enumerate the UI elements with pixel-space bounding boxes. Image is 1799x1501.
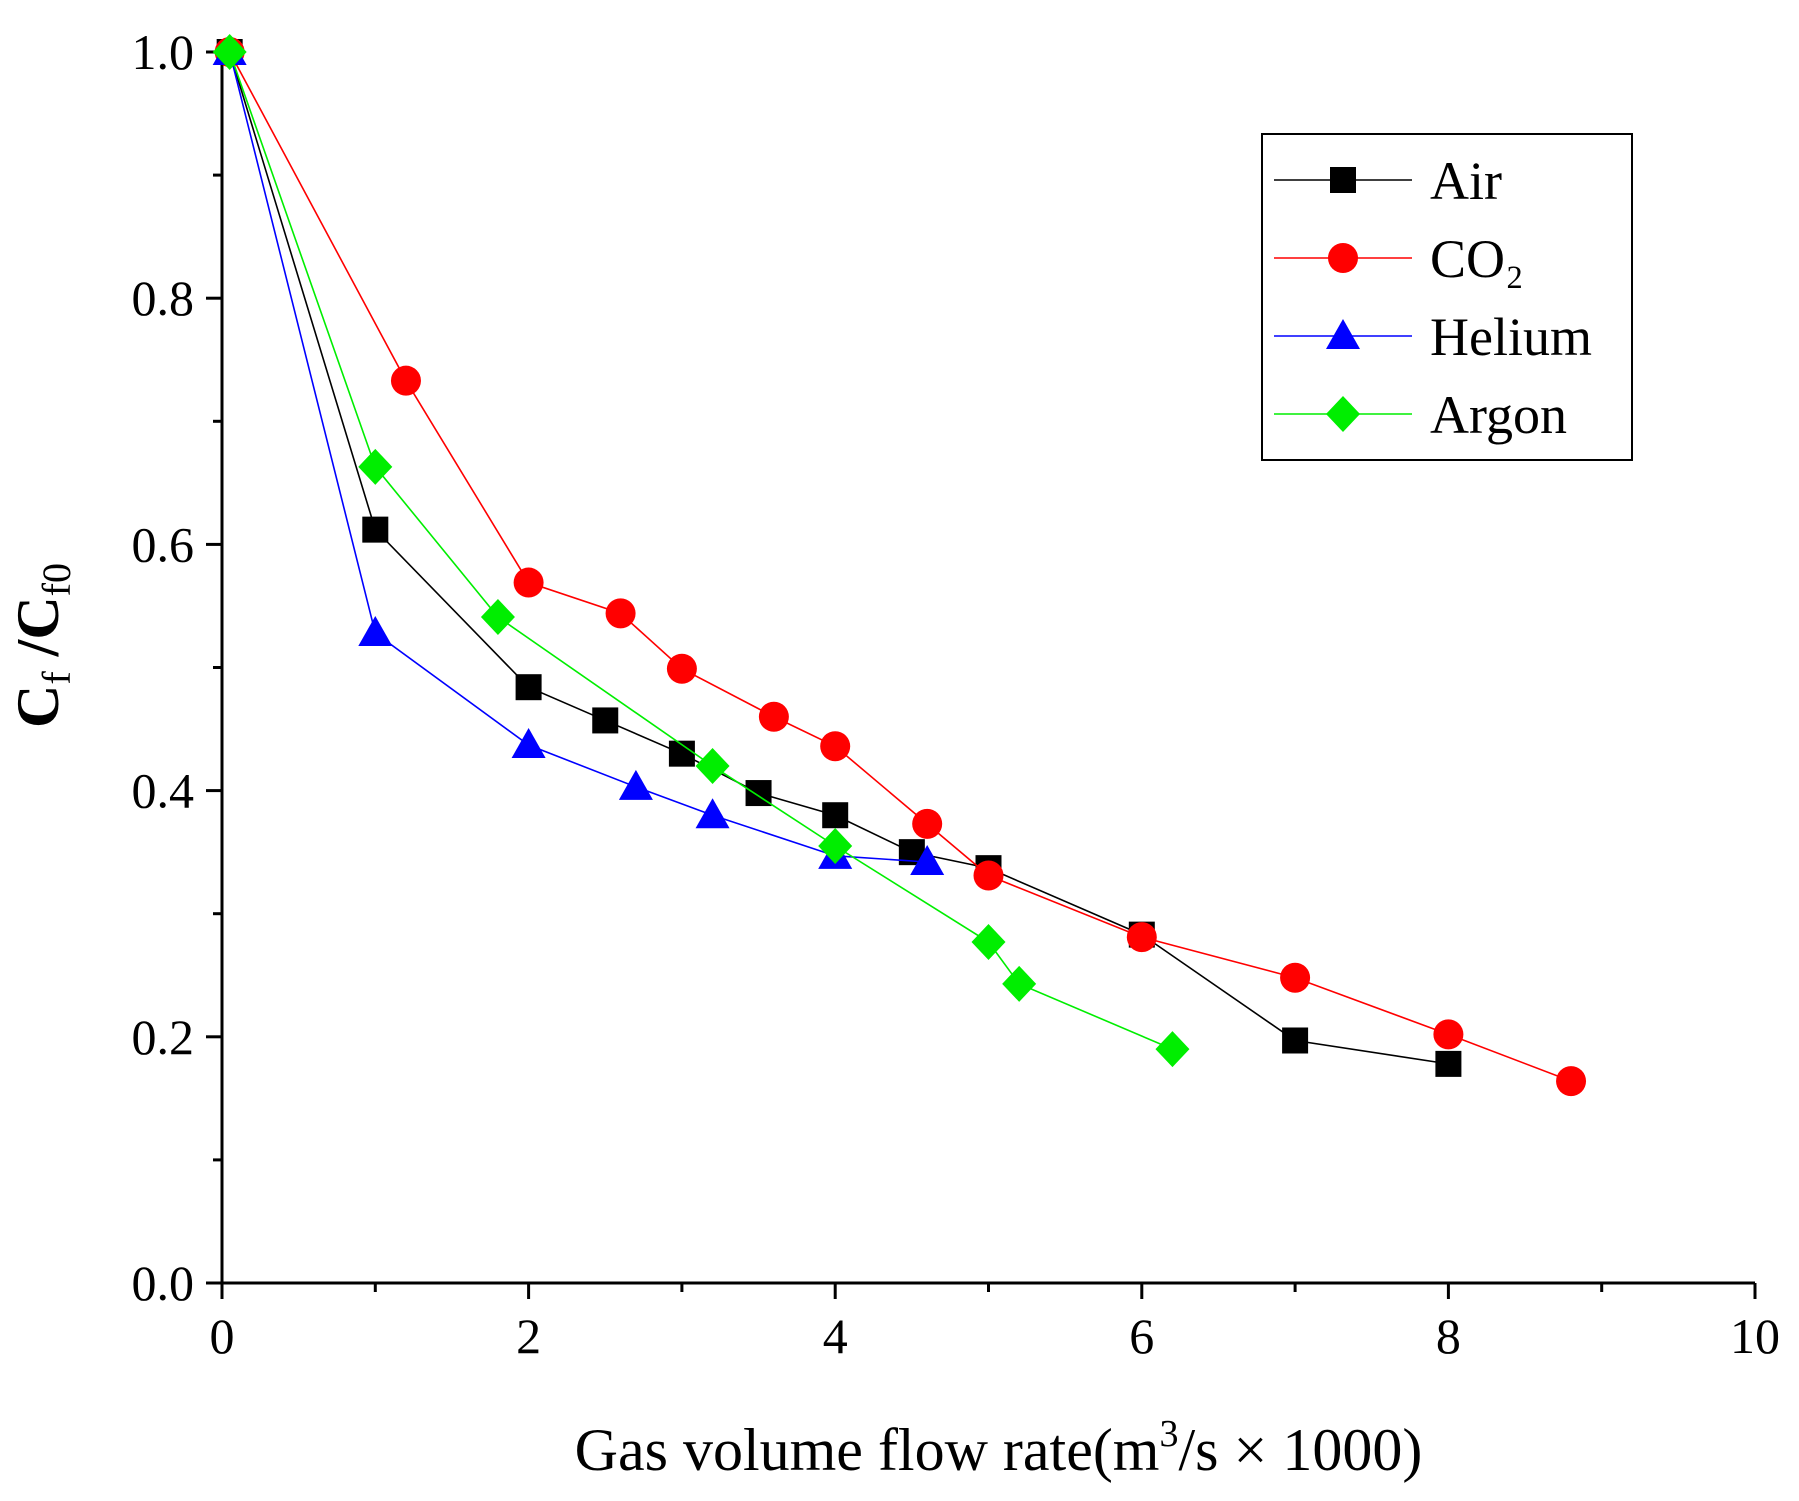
legend-marker [1328, 243, 1358, 273]
legend-item-co: CO₂ [1274, 229, 1524, 289]
data-point-co [912, 808, 943, 839]
data-point-helium [358, 616, 393, 647]
series-group [212, 34, 1587, 1097]
legend-item-helium: Helium [1274, 307, 1592, 367]
x-axis-title-prefix: Gas volume flow rate(m [575, 1417, 1160, 1483]
data-point-argon [971, 924, 1006, 961]
legend-item-air: Air [1274, 151, 1502, 211]
x-axis-title-suffix: /s × 1000) [1178, 1417, 1422, 1483]
y-tick-label: 0.4 [132, 763, 195, 819]
y-tick-label: 0.0 [132, 1255, 195, 1311]
data-point-argon [358, 448, 393, 485]
x-tick-label: 8 [1436, 1308, 1461, 1364]
data-point-argon [818, 827, 853, 864]
data-point-co [973, 860, 1004, 891]
data-point-argon [1155, 1031, 1190, 1068]
x-axis-title-superscript: 3 [1159, 1413, 1178, 1455]
data-point-air [592, 707, 619, 734]
data-point-co [605, 598, 636, 629]
x-tick-label: 10 [1730, 1308, 1780, 1364]
data-point-co [758, 701, 789, 732]
y-axis-title-sub1: f [34, 671, 79, 685]
axes: 0 2 4 6 8 10 0.0 0.2 0.4 0.6 0.8 1.0 [132, 24, 1781, 1364]
data-point-helium [910, 844, 945, 875]
legend-label: CO₂ [1430, 229, 1524, 289]
data-point-co [1280, 962, 1311, 993]
legend-label: Air [1430, 151, 1502, 211]
legend-box [1261, 133, 1633, 461]
data-point-argon [1002, 965, 1037, 1002]
data-point-helium [618, 769, 653, 800]
data-point-air [362, 516, 389, 543]
legend-marker [1326, 319, 1360, 349]
data-point-co [1433, 1019, 1464, 1050]
y-axis-title-sub2: f0 [34, 563, 79, 596]
data-point-co [513, 567, 544, 598]
data-point-air [1435, 1050, 1462, 1077]
legend-item-argon: Argon [1274, 385, 1567, 445]
data-point-co [390, 365, 421, 396]
legend-marker [1326, 396, 1360, 432]
x-tick-label: 4 [823, 1308, 848, 1364]
data-point-helium [511, 728, 546, 759]
series-argon [212, 34, 1190, 1068]
legend-marker [1330, 167, 1356, 193]
data-point-argon [695, 747, 730, 784]
x-axis-title: Gas volume flow rate(m3/s × 1000) [575, 1413, 1423, 1483]
y-axis-title-slash: /C [5, 596, 71, 671]
x-tick-label: 0 [210, 1308, 235, 1364]
y-axis-title-c1: C [5, 685, 71, 728]
data-point-co [820, 731, 851, 762]
y-tick-label: 1.0 [132, 24, 195, 80]
legend-label: Argon [1430, 385, 1567, 445]
data-point-co [1556, 1066, 1587, 1097]
legend: Air CO₂ Helium Argon [1261, 133, 1633, 461]
series-line-argon [228, 51, 1173, 1050]
data-point-argon [212, 34, 247, 70]
data-point-air [1282, 1027, 1309, 1054]
data-point-co [1126, 922, 1157, 953]
data-point-co [666, 653, 697, 684]
y-tick-label: 0.8 [132, 270, 195, 326]
legend-items: Air CO₂ Helium Argon [1274, 151, 1592, 445]
data-point-argon [480, 599, 515, 636]
series-line-air [228, 51, 1449, 1065]
data-point-air [822, 802, 849, 829]
legend-label: Helium [1430, 307, 1592, 367]
data-point-helium [695, 798, 730, 829]
x-tick-label: 2 [516, 1308, 541, 1364]
series-co [214, 37, 1587, 1097]
data-point-air [515, 674, 542, 701]
x-tick-label: 6 [1129, 1308, 1154, 1364]
y-axis-title: Cf /Cf0 [5, 563, 79, 728]
y-tick-label: 0.6 [132, 516, 195, 572]
y-tick-label: 0.2 [132, 1009, 195, 1065]
